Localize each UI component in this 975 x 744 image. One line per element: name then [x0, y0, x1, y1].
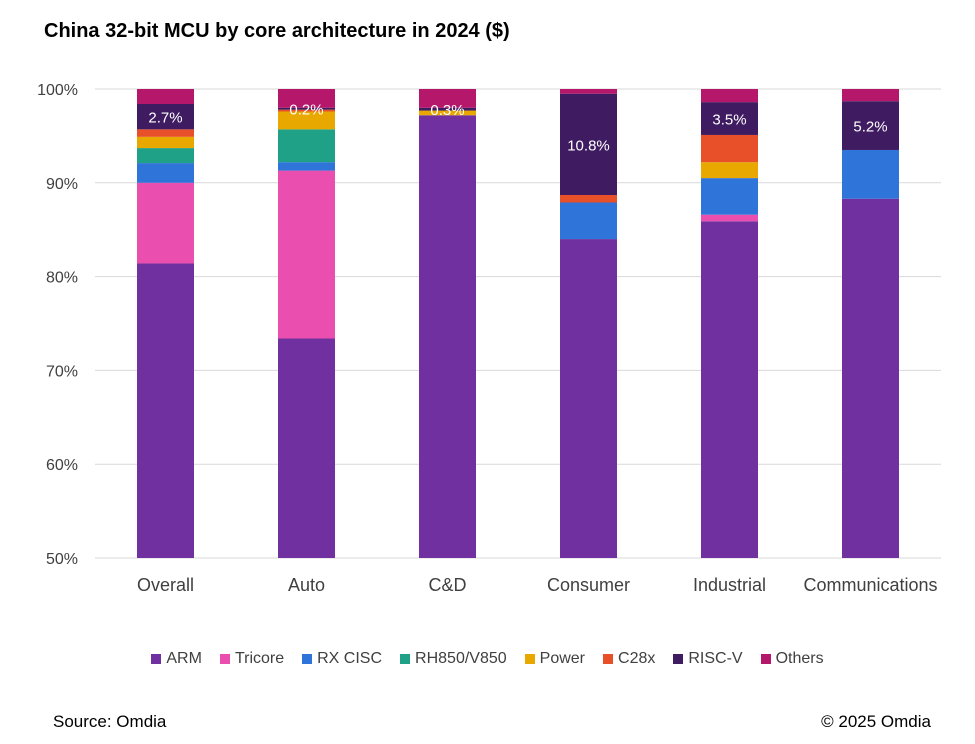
legend-label: Power [539, 650, 586, 667]
legend-item: ARM [151, 650, 202, 668]
bar-others [419, 89, 476, 108]
bar-power [419, 110, 476, 116]
bar-rh850-v850 [137, 148, 194, 164]
bar-others [278, 89, 335, 108]
legend-swatch [524, 654, 535, 664]
legend-swatch [673, 654, 684, 664]
x-tick-label: Industrial [693, 575, 766, 595]
x-tick-label: Communications [803, 575, 937, 595]
bar-c28x [701, 134, 758, 163]
data-label: 2.7% [148, 110, 182, 127]
bar-arm [701, 221, 758, 558]
legend-label: C28x [618, 650, 656, 667]
bar-arm [137, 263, 194, 558]
chart-legend: ARM Tricore RX CISC RH850/V850 Power C28x RISC… [0, 650, 975, 668]
bar-others [560, 89, 617, 94]
x-tick-label: Consumer [547, 575, 630, 595]
y-tick-label: 100% [37, 82, 78, 99]
bar-rx-cisc [137, 163, 194, 183]
bar-risc-v [560, 93, 617, 195]
stacked-bar-chart: 50% 60% 70% 80% 90% 100% Overall Auto C&D Consume… [37, 82, 941, 595]
legend-item: RX CISC [302, 650, 382, 668]
y-tick-label: 80% [46, 270, 78, 287]
bar-risc-v [419, 107, 476, 111]
bar-rx-cisc [842, 149, 899, 199]
legend-item: RH850/V850 [400, 650, 507, 668]
data-label: 5.2% [853, 119, 887, 136]
legend-item: C28x [603, 650, 655, 668]
y-tick-label: 50% [46, 551, 78, 568]
bar-power [701, 162, 758, 179]
legend-label: RH850/V850 [415, 650, 507, 667]
copyright-note: © 2025 Omdia [821, 712, 931, 731]
bar-risc-v [842, 101, 899, 150]
bar-arm [842, 198, 899, 558]
y-tick-label: 90% [46, 176, 78, 193]
data-label: 10.8% [567, 137, 610, 154]
bar-tricore [137, 182, 194, 264]
bar-arm [419, 115, 476, 558]
legend-label: Others [775, 650, 824, 667]
legend-label: Tricore [234, 650, 285, 667]
bar-risc-v [701, 102, 758, 135]
legend-label: RX CISC [317, 650, 383, 667]
legend-swatch [400, 654, 411, 664]
legend-swatch [151, 654, 162, 664]
bar-others [137, 89, 194, 105]
source-note: Source: Omdia [53, 712, 167, 731]
bar-rx-cisc [278, 162, 335, 171]
bar-rx-cisc [560, 202, 617, 240]
data-label: 0.3% [430, 102, 464, 119]
bar-tricore [701, 214, 758, 222]
bar-c28x [137, 129, 194, 137]
y-tick-label: 70% [46, 363, 78, 380]
x-tick-label: Overall [137, 575, 194, 595]
data-label: 3.5% [712, 112, 746, 129]
legend-label: ARM [166, 650, 202, 667]
bar-arm [560, 239, 617, 558]
bar-rh850-v850 [278, 129, 335, 163]
bar-risc-v [278, 107, 335, 110]
legend-swatch [603, 654, 614, 664]
chart-title: China 32-bit MCU by core architecture in… [44, 20, 510, 42]
legend-item: Others [760, 650, 824, 668]
bar-tricore [278, 170, 335, 339]
bar-others [701, 89, 758, 103]
x-tick-label: C&D [428, 575, 466, 595]
bar-power [137, 136, 194, 149]
bar-risc-v [137, 104, 194, 130]
bar-power [278, 111, 335, 130]
x-tick-label: Auto [288, 575, 325, 595]
y-tick-label: 60% [46, 457, 78, 474]
bar-c28x [560, 194, 617, 203]
bar-arm [278, 338, 335, 558]
legend-item: Tricore [219, 650, 285, 668]
legend-item: Power [524, 650, 586, 668]
bar-rx-cisc [701, 178, 758, 215]
bar-c28x [278, 109, 335, 112]
legend-swatch [219, 654, 230, 664]
legend-swatch [760, 654, 771, 664]
bar-others [842, 89, 899, 102]
legend-item: RISC-V [673, 650, 743, 668]
legend-label: RISC-V [688, 650, 743, 667]
data-label: 0.2% [289, 102, 323, 119]
legend-swatch [302, 654, 313, 664]
